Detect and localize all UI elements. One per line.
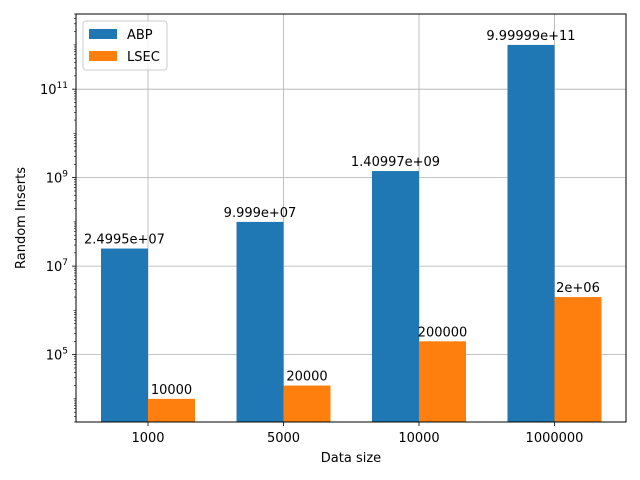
- y-tick-label: 107: [46, 258, 68, 275]
- legend-label-lsec: LSEC: [127, 50, 160, 65]
- y-tick-label: 109: [46, 170, 69, 187]
- y-tick-label: 1011: [40, 81, 68, 98]
- data-label: 2e+06: [556, 281, 600, 296]
- legend-label-abp: ABP: [127, 28, 153, 43]
- plot-frame: [75, 13, 627, 423]
- data-label: 10000: [151, 383, 192, 398]
- bar-lsec-5000: [283, 385, 331, 422]
- x-tick-label: 10000: [398, 431, 439, 446]
- bar-lsec-10000: [419, 341, 466, 422]
- legend: ABP LSEC: [82, 20, 168, 71]
- bar-abp-5000: [236, 221, 284, 422]
- data-label: 200000: [418, 325, 468, 340]
- y-axis-label: Random Inserts: [14, 167, 29, 269]
- bar-abp-1000000: [507, 44, 555, 422]
- x-tick-label: 5000: [267, 431, 300, 446]
- legend-swatch-lsec: [89, 51, 117, 61]
- data-label: 9.999e+07: [224, 206, 297, 221]
- bar-lsec-1000000: [554, 297, 602, 422]
- data-labels: 2.4995e+07 9.999e+07 1.40997e+09 9.99999e+1…: [84, 29, 600, 398]
- x-tick-label: 1000: [131, 431, 164, 446]
- bars: [101, 44, 602, 422]
- bar-abp-1000: [101, 248, 148, 422]
- x-axis-label: Data size: [321, 451, 381, 466]
- data-label: 2.4995e+07: [84, 233, 165, 248]
- bar-lsec-1000: [148, 398, 195, 422]
- bar-abp-10000: [372, 171, 419, 422]
- y-tick-label: 105: [46, 347, 68, 364]
- data-label: 20000: [286, 370, 327, 385]
- data-label: 1.40997e+09: [351, 155, 440, 170]
- x-tick-label: 1000000: [526, 431, 584, 446]
- data-label: 9.99999e+11: [486, 29, 575, 44]
- legend-swatch-abp: [89, 29, 117, 39]
